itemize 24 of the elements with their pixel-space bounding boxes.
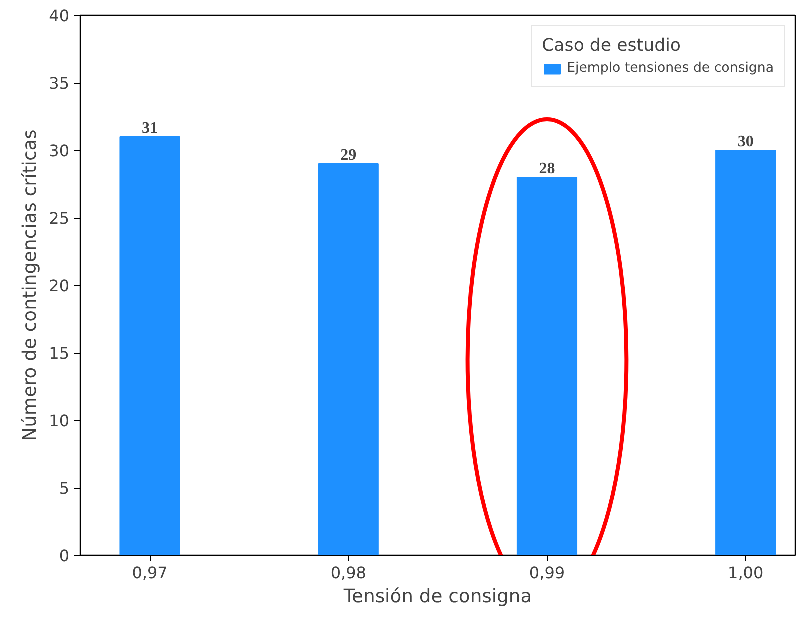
data-label: 31 <box>142 120 158 137</box>
x-tick-label: 1,00 <box>728 564 764 582</box>
bar <box>120 136 180 556</box>
bar <box>716 150 776 556</box>
legend-title: Caso de estudio <box>542 36 682 56</box>
y-tick-label: 25 <box>49 209 70 228</box>
y-tick-label: 10 <box>49 412 70 430</box>
y-tick-label: 40 <box>49 6 70 26</box>
y-tick-label: 30 <box>49 142 70 160</box>
y-tick-label: 5 <box>59 479 70 498</box>
y-tick-label: 20 <box>49 276 70 296</box>
y-axis-title: Número de contingencias críticas <box>20 130 42 442</box>
x-tick-label: 0,97 <box>132 564 168 582</box>
y-tick-label: 15 <box>49 344 70 363</box>
y-tick-label: 35 <box>49 74 70 93</box>
legend-label: Ejemplo tensiones de consigna <box>567 61 774 76</box>
x-tick-label: 0,98 <box>330 564 366 582</box>
bar <box>318 164 379 556</box>
x-tick-label: 0,99 <box>529 564 566 582</box>
y-tick-label: 0 <box>59 546 70 566</box>
data-label: 30 <box>738 134 754 150</box>
data-label: 28 <box>539 160 556 178</box>
x-axis-title: Tensión de consigna <box>342 586 532 608</box>
data-label: 29 <box>340 147 357 164</box>
